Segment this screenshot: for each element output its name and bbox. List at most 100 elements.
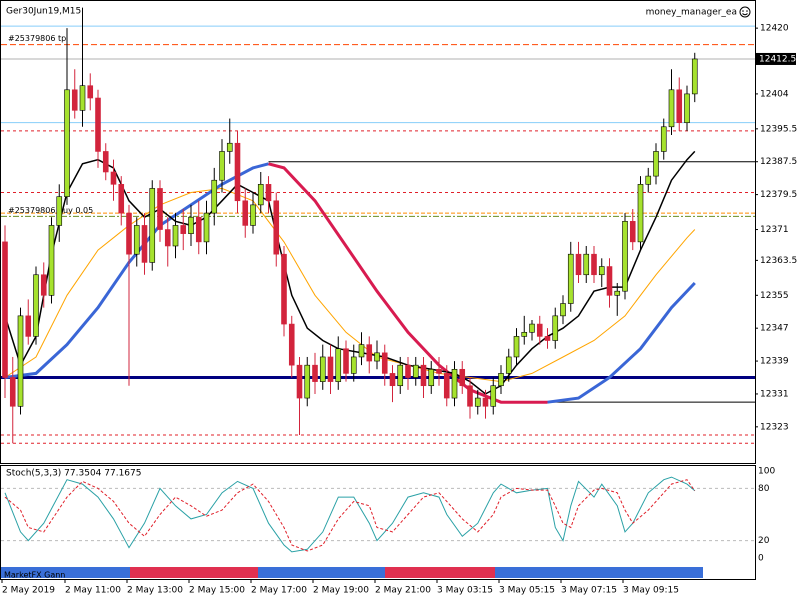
candle-body <box>95 97 101 152</box>
stoch-tick-label: 0 <box>758 554 764 564</box>
candle-body <box>48 225 55 296</box>
candle-body <box>319 356 326 382</box>
candle-body <box>234 142 241 202</box>
y-tick-label: 12363.5 <box>760 256 797 266</box>
x-tick-label: 3 May 03:15 <box>437 586 493 596</box>
candle-body <box>490 385 497 407</box>
y-tick-label: 12387.5 <box>760 157 797 167</box>
level-label: #25379806 tp <box>8 34 66 43</box>
x-tick-label: 3 May 05:15 <box>499 586 555 596</box>
chart-title: Ger30Jun19,M15 <box>6 7 81 17</box>
y-tick-label: 12347 <box>760 324 789 334</box>
candle-body <box>17 315 24 407</box>
smiley-icon[interactable] <box>739 6 751 18</box>
candle-body <box>536 323 543 337</box>
candle-body <box>87 85 94 99</box>
candle-body <box>2 241 8 378</box>
candle-body <box>350 356 357 374</box>
x-tick-label: 2 May 19:00 <box>313 586 369 596</box>
candle-body <box>467 385 473 407</box>
candle-body <box>219 151 225 181</box>
candle-body <box>544 336 551 341</box>
candle-body <box>498 373 504 387</box>
y-tick-label: 12323 <box>760 422 789 432</box>
ma-line <box>547 281 696 404</box>
sub-frame <box>0 465 756 580</box>
stoch-tick-label: 80 <box>758 484 770 494</box>
candle-body <box>676 89 683 123</box>
candle-body <box>684 93 690 123</box>
candle-body <box>327 356 334 382</box>
candle-body <box>358 344 365 358</box>
x-tick-label: 2 May 17:00 <box>251 586 307 596</box>
candle-body <box>265 184 272 202</box>
y-tick-label: 12379.5 <box>760 190 797 200</box>
candle-body <box>397 364 404 387</box>
candle-body <box>459 368 466 387</box>
candle-body <box>405 364 411 378</box>
x-tick-label: 2 May 2019 <box>2 586 55 596</box>
bar-segment <box>130 567 258 578</box>
y-tick-label: 12404 <box>760 89 789 99</box>
candle-body <box>691 58 698 95</box>
candle-body <box>257 184 264 206</box>
candle-body <box>195 216 202 243</box>
candle-body <box>172 225 179 247</box>
candle-body <box>505 356 512 374</box>
stoch-tick-label: 100 <box>758 467 775 477</box>
candle-body <box>188 216 194 234</box>
candle-body <box>273 200 280 255</box>
candle-body <box>9 377 16 407</box>
candle-body <box>288 323 295 366</box>
bar-label: MarketFX Gann <box>4 571 65 580</box>
candle-body <box>645 175 652 185</box>
y-tick-label: 12371 <box>760 225 789 235</box>
y-tick-label: 12395.5 <box>760 124 797 134</box>
candle-body <box>428 368 435 387</box>
candle-body <box>164 229 171 247</box>
bar-segment <box>1 567 130 578</box>
candle-body <box>133 225 140 255</box>
y-tick-label: 12355 <box>760 291 789 301</box>
y-tick-label: 12339 <box>760 357 789 367</box>
candle-body <box>126 212 132 255</box>
candle-body <box>660 126 667 152</box>
candle-body <box>343 348 349 374</box>
bar-segment <box>258 567 385 578</box>
candle-body <box>64 89 70 197</box>
candle-body <box>312 364 318 382</box>
candle-body <box>614 290 621 296</box>
candle-body <box>79 85 86 111</box>
candle-body <box>211 179 218 214</box>
candle-body <box>56 196 63 226</box>
stoch-line <box>4 479 696 552</box>
candle-body <box>250 204 256 226</box>
candle-body <box>482 397 489 407</box>
candle-body <box>33 274 39 337</box>
candle-body <box>622 221 628 292</box>
candle-body <box>591 253 597 276</box>
candle-body <box>381 352 388 374</box>
candle-body <box>226 142 233 152</box>
candle-body <box>436 368 442 374</box>
candle-body <box>606 266 613 296</box>
candle-body <box>552 315 559 341</box>
gann-bar <box>1 567 703 578</box>
candle-body <box>40 274 47 296</box>
bid-label: 12412.5 <box>759 54 796 64</box>
candle-body <box>157 188 163 230</box>
candle-body <box>668 89 675 128</box>
x-tick-label: 2 May 15:00 <box>189 586 245 596</box>
candle-body <box>583 253 590 276</box>
stoch-tick-label: 20 <box>758 536 770 546</box>
candle-body <box>529 323 535 333</box>
candle-body <box>598 266 605 276</box>
candle-body <box>141 225 148 263</box>
candle-body <box>102 151 109 173</box>
candle-body <box>567 253 574 304</box>
candle-body <box>637 184 644 243</box>
x-tick-label: 3 May 09:15 <box>623 586 679 596</box>
level-label: #25379806 buy 0.05 <box>8 206 93 215</box>
